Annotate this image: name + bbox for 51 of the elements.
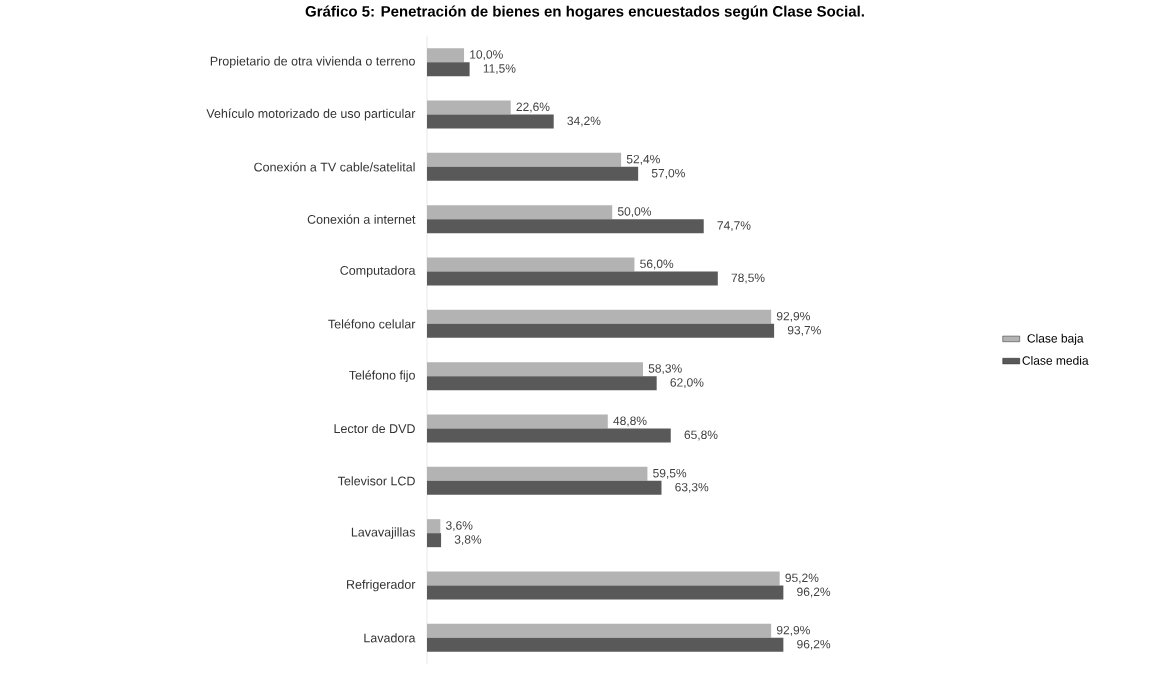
data-label: 11,5%: [483, 64, 516, 75]
data-label: 52,4%: [626, 154, 660, 165]
chart-title: Gráfico 5: Penetración de bienes en hogares encuestados según Clase Social.: [305, 5, 864, 20]
data-label: 96,2%: [797, 587, 831, 598]
data-label: 92,9%: [776, 311, 810, 322]
y-tick-label: Refrigerador: [347, 579, 416, 592]
bar: [427, 428, 671, 443]
data-label: 10,0%: [470, 50, 503, 61]
bar: [427, 637, 784, 652]
data-label: 78,5%: [731, 273, 765, 284]
y-tick-label: Computadora: [340, 265, 416, 278]
data-label: 74,7%: [717, 221, 751, 232]
data-label: 58,3%: [648, 364, 682, 375]
y-tick-label: Lavadora: [364, 633, 416, 643]
data-label: 93,7%: [787, 325, 821, 336]
data-label: 92,9%: [776, 625, 810, 636]
data-label: 63,3%: [675, 482, 709, 493]
bar: [427, 376, 657, 391]
data-label: 22,6%: [516, 102, 550, 113]
y-tick-label: Lector de DVD: [334, 423, 415, 434]
y-tick-label: Teléfono celular: [328, 319, 416, 329]
legend-label: Clase media: [1022, 355, 1089, 365]
y-tick-label: Vehículo motorizado de uso particular: [206, 108, 416, 121]
y-tick-label: Conexión a internet: [307, 214, 416, 224]
data-label: 62,0%: [670, 378, 704, 389]
data-label: 34,2%: [567, 116, 601, 127]
y-tick-label: Conexión a TV cable/satelital: [254, 162, 415, 172]
bar: [427, 585, 784, 600]
bar: [427, 62, 470, 77]
y-tick-label: Teléfono fijo: [349, 370, 415, 383]
data-label: 59,5%: [653, 468, 687, 479]
legend-label: Clase baja: [1027, 333, 1084, 345]
data-label: 50,0%: [617, 207, 652, 218]
bar: [427, 166, 639, 181]
data-label: 3,6%: [445, 521, 473, 532]
data-label: 56,0%: [640, 259, 674, 270]
bar: [427, 323, 775, 338]
data-label: 3,8%: [454, 535, 482, 546]
bar: [427, 271, 718, 286]
bar: [427, 114, 554, 129]
data-label: 96,2%: [797, 639, 831, 650]
data-label: 57,0%: [651, 168, 685, 179]
y-tick-label: Lavavajillas: [351, 527, 416, 539]
data-label: 95,2%: [785, 573, 819, 584]
bar: [427, 533, 442, 548]
y-tick-label: Televisor LCD: [337, 476, 415, 486]
data-label: 48,8%: [613, 416, 647, 427]
data-label: 65,8%: [684, 430, 718, 441]
bar: [427, 219, 704, 234]
bar: [427, 480, 662, 495]
y-tick-label: Propietario de otra vivienda o terreno: [210, 56, 415, 68]
